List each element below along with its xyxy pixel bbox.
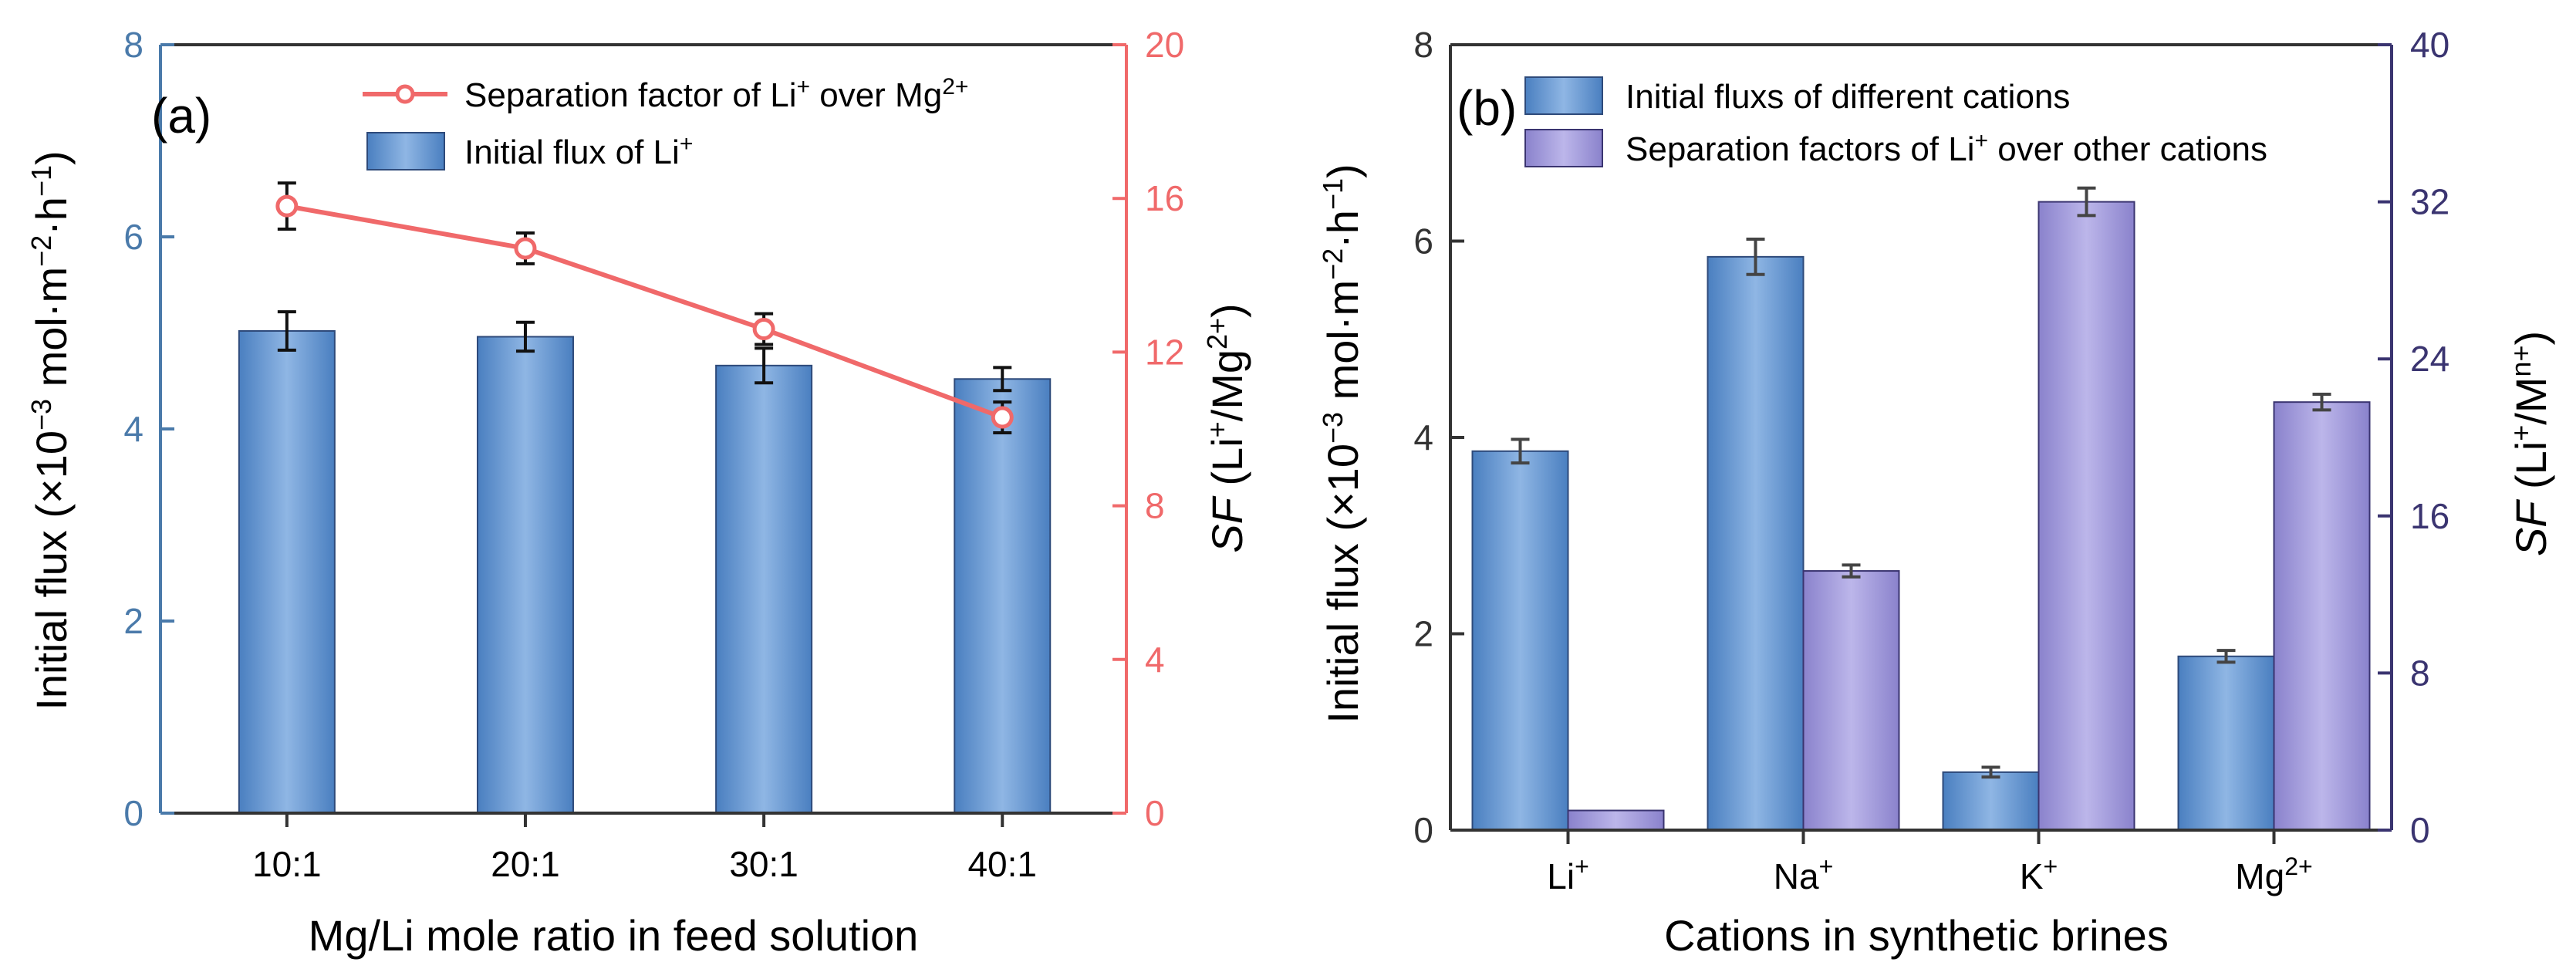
- panel-a-axes: 0 2 4 6 8 0 4 8 12 16 20 10:1 20:1 30:1 40:1: [123, 25, 1184, 884]
- right-tick-label: 16: [1145, 178, 1184, 218]
- legend-initial-flux: Initial flux of Li+: [464, 131, 693, 172]
- left-tick-label: 8: [123, 25, 143, 65]
- left-tick-label: 0: [123, 793, 143, 833]
- sf-error-bar: [1842, 563, 1861, 579]
- panel-a-right-axis-title: SF (Li+/Mg2+): [1201, 303, 1252, 552]
- sf-bar-na: [1802, 570, 1900, 831]
- x-tick-label: K+: [2020, 852, 2058, 896]
- x-tick-label: 10:1: [252, 844, 322, 884]
- x-tick-label: 40:1: [967, 844, 1037, 884]
- legend-separation-factors: Separation factors of Li+ over other cat…: [1626, 128, 2267, 169]
- legend-blue-swatch: [1524, 76, 1603, 115]
- left-tick-label: 6: [1413, 221, 1433, 262]
- flux-bar-mg: [2177, 655, 2275, 832]
- panel-b-bars: [1471, 186, 2371, 832]
- flux-bar-20-1: [476, 336, 574, 815]
- flux-error-bar: [993, 366, 1012, 393]
- sf-error-bar: [2077, 186, 2096, 218]
- flux-bar-10-1: [238, 330, 336, 814]
- panel-b-legend: Initial fluxs of different cations Separ…: [1524, 76, 2267, 169]
- right-tick-label: 4: [1145, 640, 1165, 680]
- panel-b-right-axis-title: SF (Li+/Mn+): [2505, 331, 2556, 556]
- separation-factor-line: [286, 204, 1004, 420]
- right-tick-label: 40: [2410, 25, 2449, 65]
- flux-bar-30-1: [715, 364, 813, 814]
- right-tick-label: 8: [2410, 653, 2430, 693]
- x-tick-label: 30:1: [729, 844, 798, 884]
- panel-a-left-axis-title: Initial flux (×10−3 mol·m−2·h−1): [25, 150, 76, 710]
- panel-a-bars: [238, 310, 1052, 815]
- sf-bar-k: [2038, 201, 2135, 832]
- right-tick-label: 32: [2410, 182, 2449, 222]
- right-tick-label: 8: [1145, 486, 1165, 526]
- flux-error-bar: [277, 310, 296, 352]
- flux-error-bar: [755, 346, 774, 385]
- flux-error-bar: [515, 320, 535, 353]
- sf-point: [752, 318, 775, 341]
- right-tick-label: 16: [2410, 496, 2449, 536]
- x-tick-label: Mg2+: [2235, 852, 2312, 896]
- flux-error-bar: [1746, 237, 1765, 276]
- x-tick-label: Li+: [1547, 852, 1589, 896]
- right-tick-label: 24: [2410, 339, 2449, 379]
- x-tick-label: Na+: [1774, 852, 1834, 896]
- flux-bar-k: [1942, 771, 2040, 831]
- left-tick-label: 8: [1413, 25, 1433, 65]
- panel-a: 0 2 4 6 8 0 4 8 12 16 20 10:1 20:1 30:1 40:1 (a) Separ…: [25, 25, 1252, 960]
- sf-point: [275, 194, 299, 218]
- sf-bar-li: [1567, 809, 1665, 832]
- flux-error-bar: [1511, 437, 1530, 465]
- sf-bar-mg: [2273, 401, 2371, 831]
- flux-bar-40-1: [954, 378, 1052, 814]
- flux-error-bar: [2216, 649, 2236, 664]
- left-tick-label: 6: [123, 217, 143, 257]
- legend-initial-fluxs: Initial fluxs of different cations: [1626, 78, 2070, 116]
- panel-a-line: [275, 181, 1014, 434]
- legend-purple-swatch: [1524, 129, 1603, 167]
- panel-a-label: (a): [151, 88, 211, 143]
- right-tick-label: 20: [1145, 25, 1184, 65]
- left-tick-label: 2: [123, 601, 143, 641]
- left-tick-label: 4: [1413, 417, 1433, 457]
- panel-b-left-axis-title: Initial flux (×10−3 mol·m−2·h−1): [1317, 164, 1368, 723]
- panel-a-legend: Separation factor of Li+ over Mg2+ Initi…: [363, 74, 968, 172]
- legend-marker-swatch: [395, 84, 415, 104]
- sf-error-bar: [2312, 393, 2331, 412]
- sf-point: [991, 406, 1014, 429]
- legend-separation-factor: Separation factor of Li+ over Mg2+: [464, 74, 968, 115]
- panel-b-label: (b): [1457, 80, 1517, 136]
- x-tick-label: 20:1: [491, 844, 560, 884]
- left-tick-label: 2: [1413, 614, 1433, 654]
- right-tick-label: 0: [2410, 810, 2430, 850]
- flux-bar-li: [1471, 450, 1569, 831]
- left-tick-label: 0: [1413, 810, 1433, 850]
- panel-b-x-axis-title: Cations in synthetic brines: [1664, 911, 2169, 960]
- left-tick-label: 4: [123, 409, 143, 449]
- right-tick-label: 0: [1145, 793, 1165, 833]
- right-tick-label: 12: [1145, 332, 1184, 372]
- sf-point: [514, 237, 537, 260]
- legend-bar-swatch: [366, 132, 445, 170]
- flux-error-bar: [1981, 765, 2000, 779]
- flux-bar-na: [1707, 255, 1805, 831]
- panel-a-x-axis-title: Mg/Li mole ratio in feed solution: [309, 911, 919, 960]
